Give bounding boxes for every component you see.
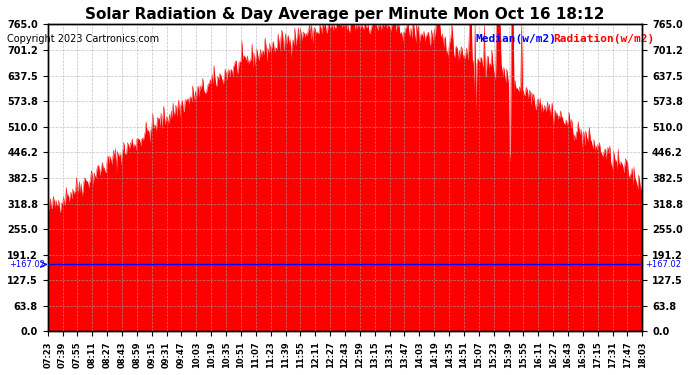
Title: Solar Radiation & Day Average per Minute Mon Oct 16 18:12: Solar Radiation & Day Average per Minute… — [86, 7, 604, 22]
Text: Copyright 2023 Cartronics.com: Copyright 2023 Cartronics.com — [7, 34, 159, 44]
Text: +167.02: +167.02 — [645, 260, 681, 269]
Text: Median(w/m2): Median(w/m2) — [476, 34, 557, 44]
Text: Radiation(w/m2): Radiation(w/m2) — [553, 34, 654, 44]
Text: +167.02: +167.02 — [9, 260, 45, 269]
